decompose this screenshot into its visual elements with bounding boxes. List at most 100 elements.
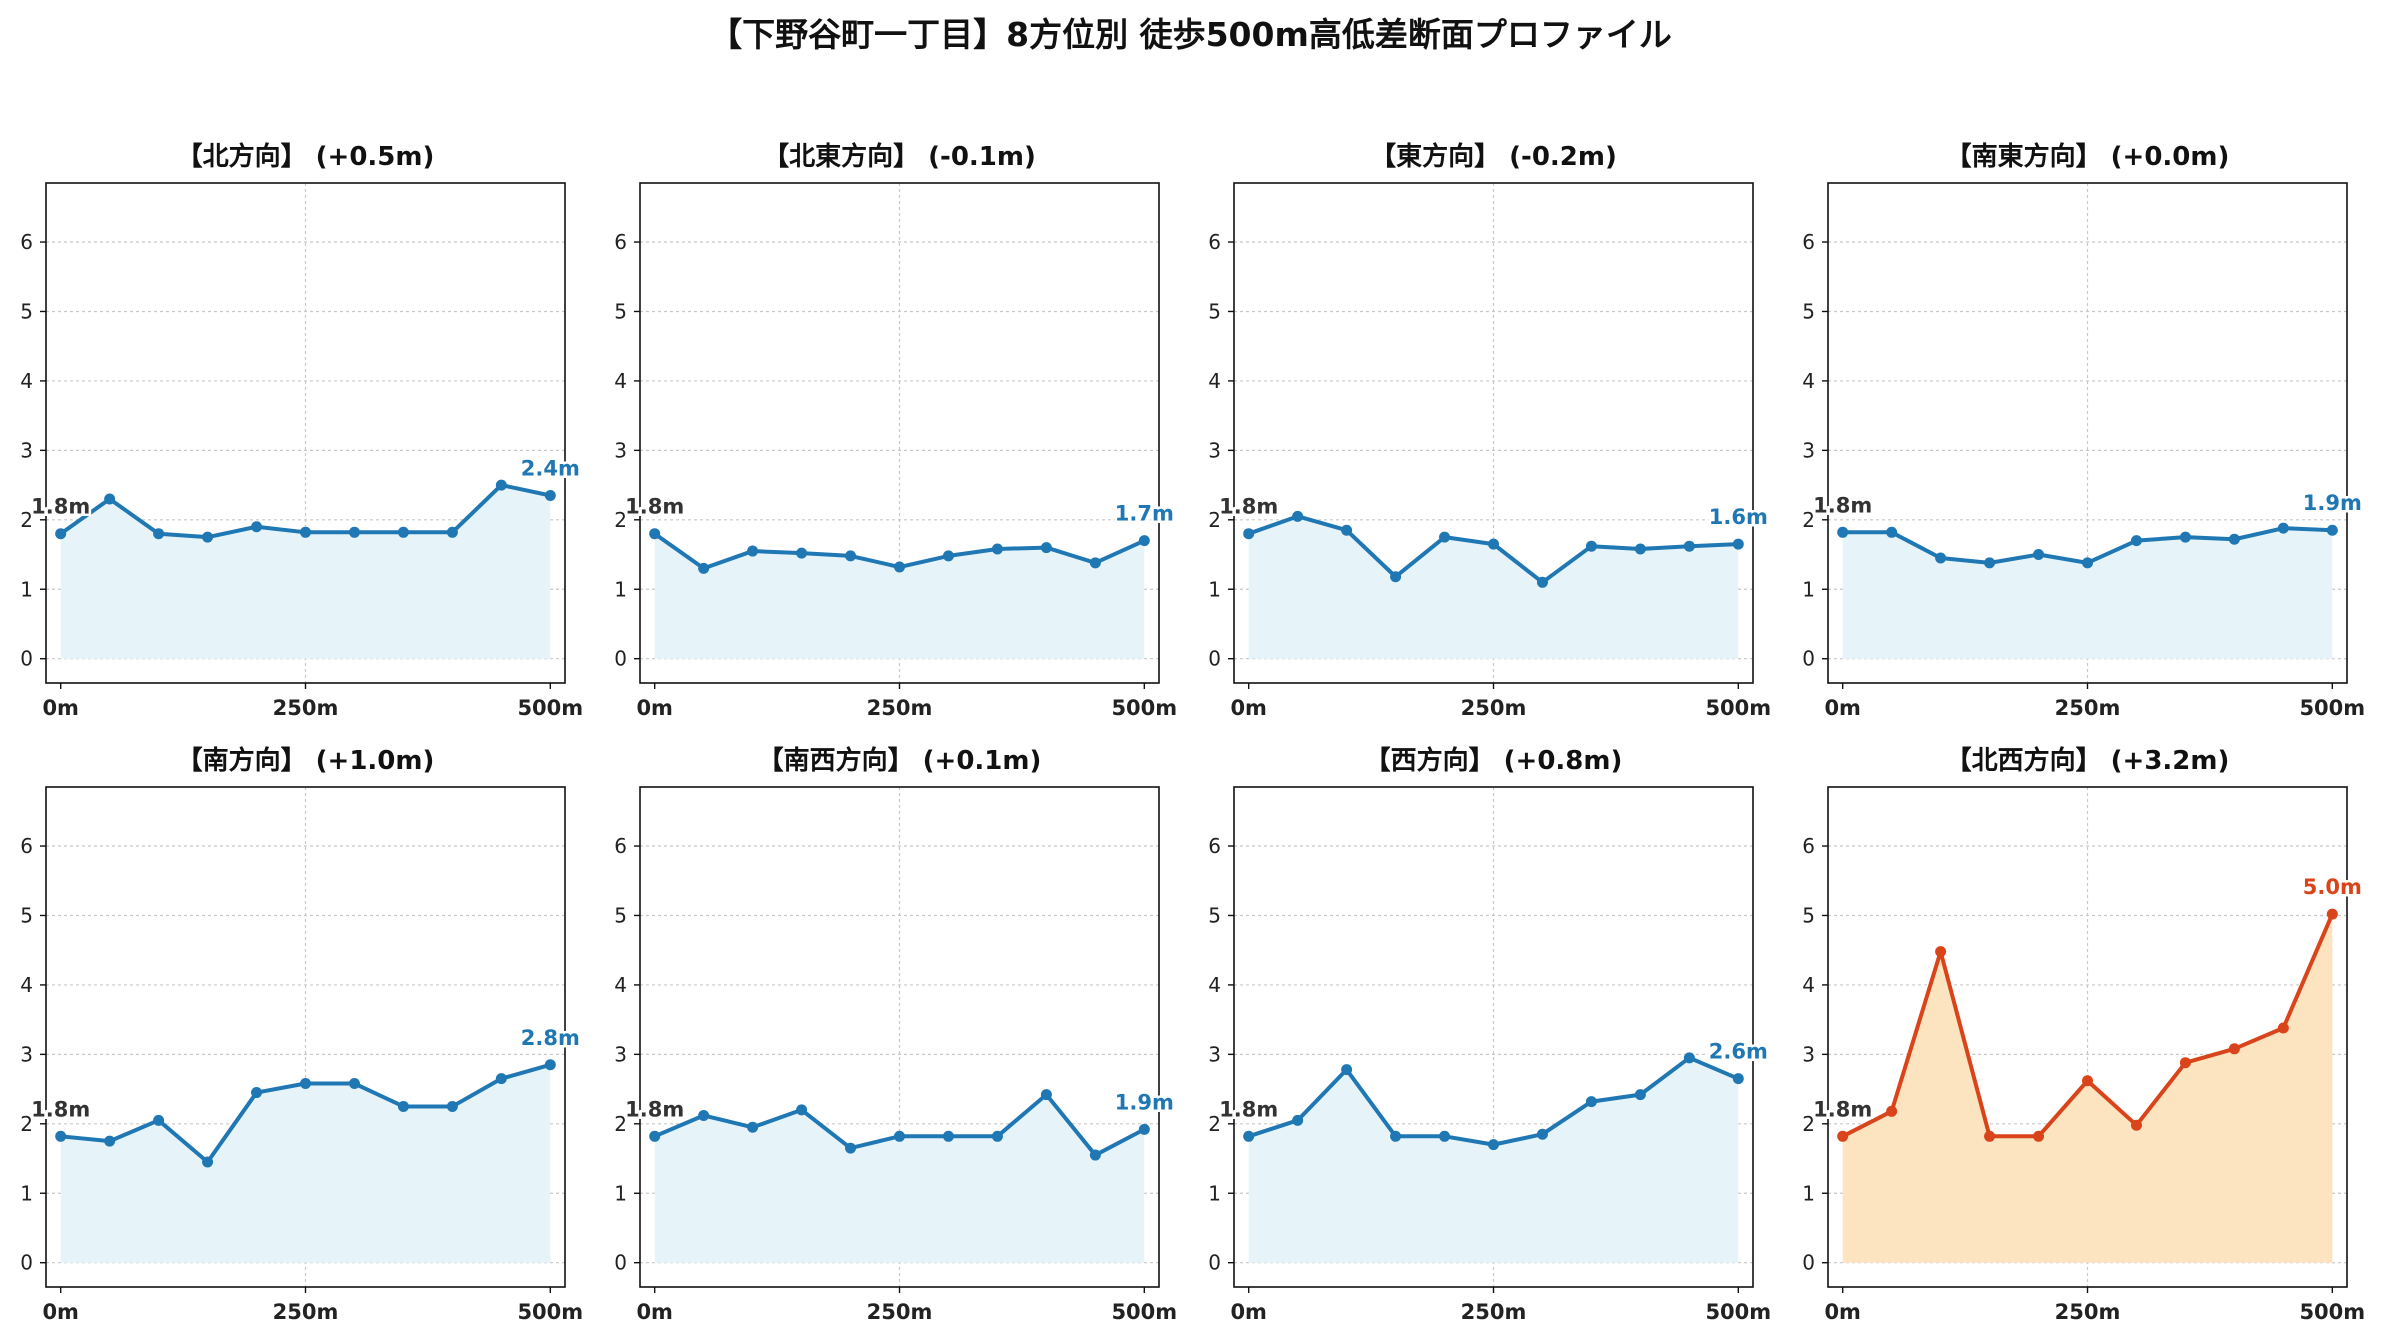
y-tick-label: 6 bbox=[1802, 230, 1815, 254]
area-fill bbox=[654, 1094, 1145, 1263]
y-tick-label: 1 bbox=[20, 1181, 33, 1205]
data-point bbox=[991, 543, 1003, 555]
data-point bbox=[2277, 522, 2289, 534]
y-tick-label: 2 bbox=[1802, 1112, 1815, 1136]
area-fill bbox=[60, 485, 551, 659]
data-point bbox=[1837, 526, 1849, 538]
data-point bbox=[649, 1130, 661, 1142]
data-point bbox=[942, 1130, 954, 1142]
x-tick-label: 500m bbox=[1705, 1300, 1771, 1324]
data-point bbox=[1243, 528, 1255, 540]
y-tick-label: 4 bbox=[1208, 973, 1221, 997]
y-tick-label: 4 bbox=[1802, 973, 1815, 997]
panel-title: 【南東方向】 (+0.0m) bbox=[1946, 141, 2230, 172]
x-tick-label: 250m bbox=[273, 696, 339, 720]
x-tick-label: 0m bbox=[42, 1300, 79, 1324]
data-point bbox=[2228, 1043, 2240, 1055]
chart-panel-6: 【南西方向】 (+0.1m) 0 1 2 3 4 5 6 0m 250m 500m 1.8m 1.9m bbox=[614, 745, 1177, 1324]
data-point bbox=[348, 526, 360, 538]
start-value-label: 1.8m bbox=[31, 1097, 90, 1121]
x-tick-label: 250m bbox=[2055, 1300, 2121, 1324]
y-tick-label: 6 bbox=[1802, 834, 1815, 858]
chart-panel-3: 【東方向】 (-0.2m) 0 1 2 3 4 5 6 0m 250m 500m 1.8m 1.6m bbox=[1208, 141, 1771, 720]
x-tick-label: 0m bbox=[1230, 1300, 1267, 1324]
data-point bbox=[1935, 946, 1947, 958]
data-point bbox=[1089, 557, 1101, 569]
data-point bbox=[1732, 538, 1744, 550]
data-point bbox=[747, 1121, 759, 1133]
data-point bbox=[1634, 543, 1646, 555]
data-point bbox=[1837, 1130, 1849, 1142]
x-tick-label: 500m bbox=[1111, 696, 1177, 720]
data-point bbox=[2130, 535, 2142, 547]
data-point bbox=[1886, 526, 1898, 538]
data-point bbox=[1935, 552, 1947, 564]
panel-title: 【北方向】 (+0.5m) bbox=[177, 141, 435, 172]
data-point bbox=[2082, 1075, 2093, 1087]
data-point bbox=[397, 1100, 409, 1112]
y-tick-label: 5 bbox=[1802, 299, 1815, 323]
data-point bbox=[1536, 576, 1548, 588]
panel-title: 【北東方向】 (-0.1m) bbox=[763, 141, 1036, 172]
end-value-label: 5.0m bbox=[2303, 875, 2362, 899]
y-tick-label: 2 bbox=[1208, 508, 1221, 532]
data-point bbox=[1488, 1139, 1499, 1151]
data-point bbox=[1585, 1096, 1597, 1108]
y-tick-label: 0 bbox=[1802, 647, 1815, 671]
data-point bbox=[1390, 571, 1402, 583]
y-tick-label: 3 bbox=[20, 1042, 33, 1066]
data-point bbox=[397, 526, 409, 538]
y-tick-label: 6 bbox=[614, 834, 627, 858]
data-point bbox=[1341, 524, 1353, 536]
end-value-label: 2.8m bbox=[521, 1026, 580, 1050]
chart-panel-1: 【北方向】 (+0.5m) 0 1 2 3 4 5 6 0m 250m 500m 1.8m 2.4m bbox=[20, 141, 583, 720]
data-point bbox=[1341, 1064, 1353, 1076]
y-tick-label: 2 bbox=[1802, 508, 1815, 532]
data-point bbox=[1292, 1114, 1304, 1126]
y-tick-label: 5 bbox=[20, 299, 33, 323]
data-point bbox=[153, 528, 165, 540]
data-point bbox=[796, 1104, 808, 1116]
chart-panel-7: 【西方向】 (+0.8m) 0 1 2 3 4 5 6 0m 250m 500m 1.8m 2.6m bbox=[1208, 745, 1771, 1324]
data-point bbox=[446, 1100, 458, 1112]
data-point bbox=[202, 531, 214, 543]
data-point bbox=[202, 1156, 214, 1168]
y-tick-label: 2 bbox=[614, 508, 627, 532]
data-point bbox=[495, 1073, 507, 1085]
start-value-label: 1.8m bbox=[625, 495, 684, 519]
data-point bbox=[104, 1135, 116, 1147]
y-tick-label: 3 bbox=[614, 438, 627, 462]
start-value-label: 1.8m bbox=[31, 495, 90, 519]
data-point bbox=[544, 490, 556, 501]
y-tick-label: 5 bbox=[614, 903, 627, 927]
start-value-label: 1.8m bbox=[625, 1097, 684, 1121]
x-tick-label: 500m bbox=[2299, 1300, 2365, 1324]
x-tick-label: 0m bbox=[42, 696, 79, 720]
area-fill bbox=[60, 1064, 551, 1263]
y-tick-label: 1 bbox=[20, 577, 33, 601]
x-tick-label: 250m bbox=[867, 1300, 933, 1324]
area-fill bbox=[1842, 528, 2333, 659]
data-point bbox=[1138, 535, 1150, 547]
data-point bbox=[991, 1130, 1003, 1142]
x-tick-label: 500m bbox=[1705, 696, 1771, 720]
x-tick-label: 500m bbox=[2299, 696, 2365, 720]
data-point bbox=[2082, 557, 2093, 569]
data-point bbox=[845, 1142, 857, 1154]
x-tick-label: 250m bbox=[1461, 696, 1527, 720]
panel-title: 【東方向】 (-0.2m) bbox=[1370, 141, 1617, 172]
end-value-label: 2.6m bbox=[1709, 1040, 1768, 1064]
data-point bbox=[942, 550, 954, 562]
x-tick-label: 0m bbox=[1824, 696, 1861, 720]
y-tick-label: 3 bbox=[1208, 438, 1221, 462]
data-point bbox=[55, 528, 67, 540]
data-point bbox=[747, 545, 759, 557]
area-fill bbox=[1248, 516, 1739, 659]
y-tick-label: 2 bbox=[614, 1112, 627, 1136]
y-tick-label: 4 bbox=[614, 369, 627, 393]
area-fill bbox=[1842, 914, 2333, 1263]
y-tick-label: 1 bbox=[1802, 577, 1815, 601]
y-tick-label: 3 bbox=[20, 438, 33, 462]
data-point bbox=[1536, 1128, 1548, 1140]
